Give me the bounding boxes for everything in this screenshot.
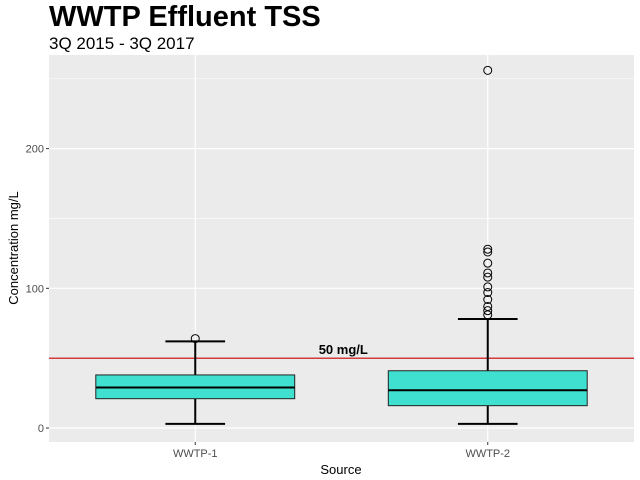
y-tick-label: 100 <box>26 283 44 295</box>
axes-group: 0 100 200 WWTP-1 WWTP-2 <box>26 144 510 460</box>
outlier-point <box>483 288 493 298</box>
outlier-point <box>483 301 493 311</box>
outlier-point <box>483 258 493 268</box>
outlier-point <box>190 334 200 344</box>
x-tick-label: WWTP-1 <box>173 448 218 460</box>
outlier-point <box>483 244 493 254</box>
y-axis-title: Concentration mg/L <box>6 191 21 304</box>
box-wwtp-2 <box>387 65 588 425</box>
outlier-point <box>483 65 493 75</box>
chart-title: WWTP Effluent TSS <box>49 1 321 33</box>
outlier-point <box>483 306 493 316</box>
iqr-box <box>387 370 588 407</box>
outlier-point <box>483 247 493 257</box>
reference-line-label: 50 mg/L <box>319 342 368 357</box>
box-wwtp-1 <box>95 334 296 425</box>
outlier-point <box>483 268 493 278</box>
outlier-point <box>483 272 493 282</box>
outlier-point <box>483 282 493 292</box>
boxes-group <box>95 65 588 425</box>
y-tick-label: 200 <box>26 144 44 156</box>
grid-lines <box>49 55 634 442</box>
y-tick-label: 0 <box>38 423 44 435</box>
chart-subtitle: 3Q 2015 - 3Q 2017 <box>49 34 195 53</box>
x-axis-title: Source <box>320 462 361 477</box>
x-tick-label: WWTP-2 <box>465 448 510 460</box>
outlier-point <box>483 294 493 304</box>
reference-line-group: 50 mg/L <box>49 342 634 359</box>
